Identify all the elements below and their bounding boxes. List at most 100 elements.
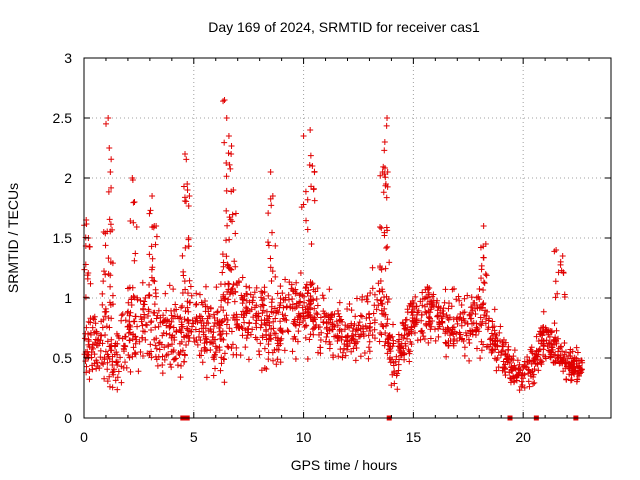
data-point — [369, 264, 376, 271]
data-point — [327, 341, 334, 348]
data-point — [221, 139, 228, 146]
data-point — [226, 214, 233, 221]
data-point — [178, 362, 185, 369]
data-point — [166, 282, 173, 289]
data-point — [560, 353, 567, 360]
data-point — [444, 324, 451, 331]
data-point — [528, 360, 535, 367]
data-point — [239, 332, 246, 339]
data-point — [304, 196, 311, 203]
data-point — [440, 305, 447, 312]
data-point — [557, 352, 564, 359]
data-point — [162, 290, 169, 297]
data-point — [375, 280, 382, 287]
data-point — [181, 198, 188, 205]
data-point — [163, 322, 170, 329]
data-point — [377, 172, 384, 179]
data-point — [182, 308, 189, 315]
data-point — [355, 322, 362, 329]
data-point — [257, 340, 264, 347]
data-point — [220, 355, 227, 362]
data-point — [178, 321, 185, 328]
data-point — [114, 358, 121, 365]
data-point — [94, 362, 101, 369]
data-point — [166, 331, 173, 338]
data-point — [407, 300, 414, 307]
data-point — [240, 308, 247, 315]
data-point — [139, 352, 146, 359]
data-point — [227, 216, 234, 223]
data-point — [146, 251, 153, 258]
data-point — [339, 349, 346, 356]
data-point — [232, 230, 239, 237]
data-point — [410, 319, 417, 326]
data-point — [180, 333, 187, 340]
data-point — [177, 314, 184, 321]
data-point — [269, 349, 276, 356]
data-point — [104, 378, 111, 385]
data-point — [223, 173, 230, 180]
data-point — [205, 313, 212, 320]
data-point — [263, 366, 270, 373]
data-point — [461, 319, 468, 326]
data-point — [353, 295, 360, 302]
data-point — [263, 319, 270, 326]
data-point — [363, 296, 370, 303]
data-point — [462, 329, 469, 336]
data-point — [333, 318, 340, 325]
data-point — [370, 310, 377, 317]
data-point — [530, 380, 537, 387]
data-point — [108, 342, 115, 349]
data-point — [107, 347, 114, 354]
data-point — [203, 374, 210, 381]
data-point — [85, 338, 92, 345]
data-point — [218, 297, 225, 304]
data-point — [417, 336, 424, 343]
data-point — [198, 325, 205, 332]
data-point — [157, 319, 164, 326]
data-point — [112, 377, 119, 384]
data-point — [255, 348, 262, 355]
data-point — [388, 382, 395, 389]
data-point — [92, 320, 99, 327]
data-point — [132, 340, 139, 347]
data-point — [395, 343, 402, 350]
data-point — [286, 279, 293, 286]
data-point — [149, 264, 156, 271]
data-point — [196, 291, 203, 298]
data-point — [480, 300, 487, 307]
data-point — [97, 354, 104, 361]
data-point — [551, 320, 558, 327]
data-point — [478, 347, 485, 354]
data-point — [525, 359, 532, 366]
data-point — [426, 321, 433, 328]
data-point — [168, 364, 175, 371]
data-point — [247, 291, 254, 298]
data-point — [229, 285, 236, 292]
data-point — [306, 161, 313, 168]
y-tick-label: 1.5 — [53, 230, 73, 246]
data-point — [398, 332, 405, 339]
data-point — [246, 299, 253, 306]
data-point — [179, 289, 186, 296]
data-point — [563, 376, 570, 383]
data-point — [210, 372, 217, 379]
data-point — [87, 280, 94, 287]
data-point — [151, 301, 158, 308]
data-point — [188, 328, 195, 335]
data-point — [533, 333, 540, 340]
data-point — [491, 323, 498, 330]
data-point — [382, 174, 389, 181]
data-point — [129, 284, 136, 291]
data-point — [220, 98, 227, 105]
data-point — [429, 293, 436, 300]
data-point — [296, 321, 303, 328]
data-point — [311, 197, 318, 204]
data-point — [317, 344, 324, 351]
data-point — [426, 284, 433, 291]
data-point — [355, 326, 362, 333]
data-point — [101, 354, 108, 361]
data-point — [429, 301, 436, 308]
data-point — [336, 299, 343, 306]
data-point — [365, 355, 372, 362]
